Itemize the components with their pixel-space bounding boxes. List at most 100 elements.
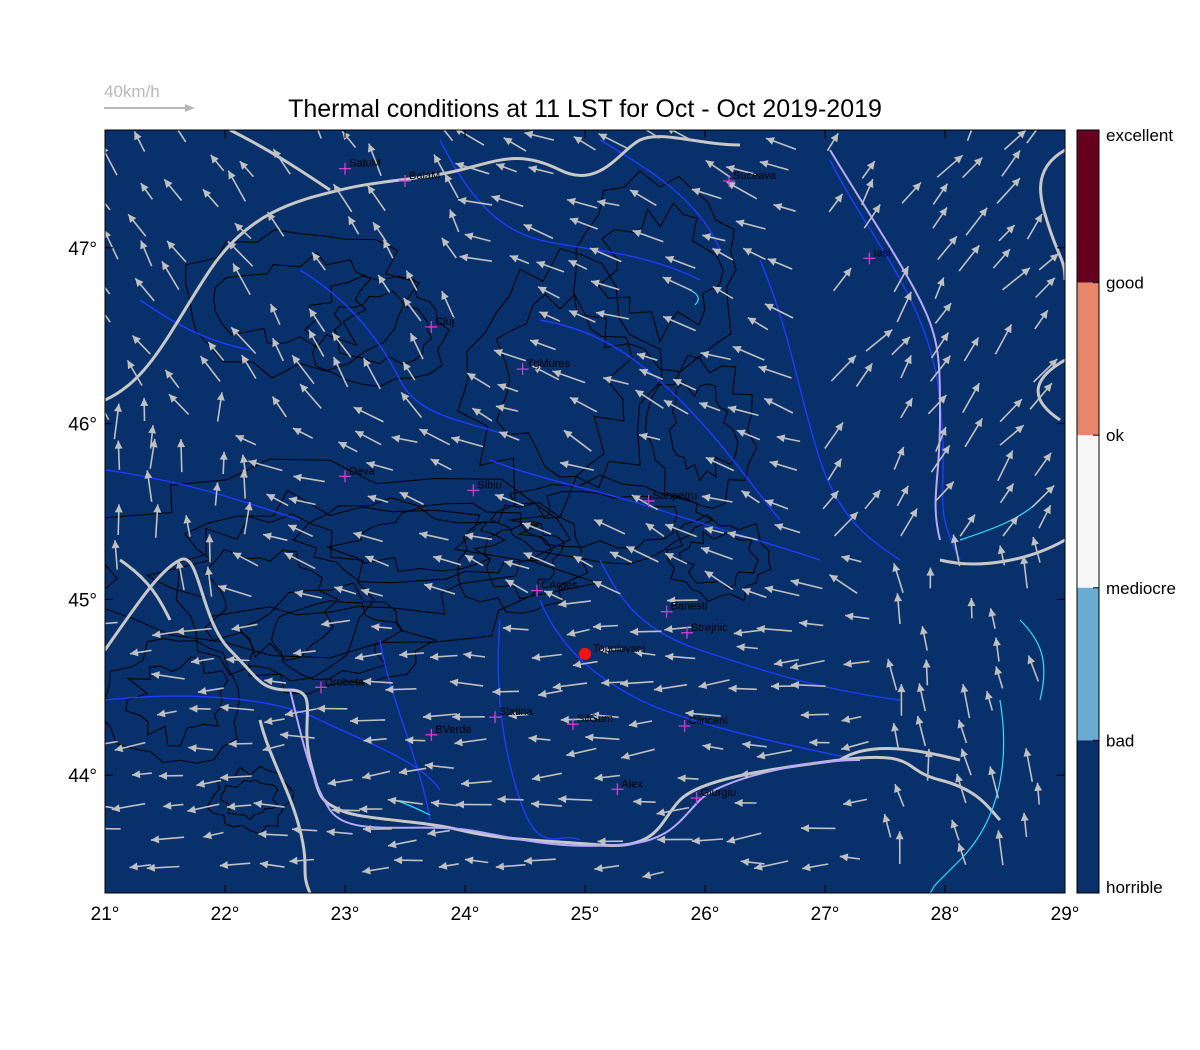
- wind-arrow: [156, 709, 177, 718]
- wind-arrow: [366, 461, 394, 471]
- wind-arrow: [1033, 358, 1058, 383]
- wind-arrow: [176, 130, 187, 143]
- wind-arrow: [362, 866, 390, 875]
- wind-arrow: [758, 365, 792, 379]
- wind-arrow: [863, 204, 881, 229]
- wind-arrow: [828, 193, 844, 213]
- wind-arrow: [284, 708, 317, 718]
- wind-arrow: [770, 682, 797, 691]
- y-tick-label: 46°: [68, 415, 97, 436]
- city-label: TgMures: [527, 358, 571, 370]
- y-tick-label: 47°: [68, 239, 97, 260]
- wind-arrow: [228, 739, 253, 748]
- city-label: Sibiu: [477, 479, 501, 491]
- city-label: SatuM: [349, 158, 381, 170]
- contour-line: [333, 290, 433, 365]
- city-label: SilGum: [577, 713, 613, 725]
- wind-arrow: [764, 585, 800, 597]
- wind-arrow: [997, 450, 1014, 482]
- wind-arrow: [756, 625, 793, 633]
- wind-arrow: [492, 687, 520, 696]
- wind-arrow: [536, 260, 565, 273]
- wind-arrow: [894, 783, 905, 807]
- wind-arrow: [609, 551, 633, 564]
- wind-arrow: [522, 522, 552, 535]
- wind-arrow: [592, 622, 619, 631]
- x-tick-label: 24°: [451, 904, 480, 925]
- contour-line: [271, 600, 403, 681]
- wind-arrow: [264, 677, 287, 686]
- wind-arrow: [327, 778, 353, 787]
- colorbar-band: [1077, 435, 1099, 588]
- wind-arrow: [926, 567, 935, 589]
- wind-arrow: [704, 570, 734, 591]
- wind-arrow: [402, 361, 416, 381]
- wind-arrow: [705, 456, 735, 472]
- wind-arrow: [391, 434, 418, 443]
- wind-arrow: [508, 711, 530, 720]
- wind-arrow: [712, 285, 734, 300]
- wind-arrow: [559, 460, 594, 471]
- wind-arrow: [105, 286, 111, 295]
- wind-arrow: [955, 773, 967, 804]
- wind-arrow: [227, 240, 254, 267]
- wind-arrow: [111, 540, 120, 570]
- wind-arrow: [537, 286, 560, 299]
- contour-line: [666, 514, 772, 602]
- wind-arrow: [828, 574, 858, 594]
- wind-arrow: [1029, 382, 1053, 410]
- wind-arrow: [491, 194, 524, 208]
- wind-arrow: [726, 832, 762, 844]
- wind-arrow: [405, 270, 418, 291]
- wind-arrow: [560, 715, 595, 724]
- wind-arrow: [740, 770, 765, 778]
- contour-line: [220, 779, 279, 821]
- wind-arrow: [662, 315, 697, 332]
- wind-arrow: [308, 308, 326, 333]
- wind-arrow: [843, 659, 870, 668]
- wind-arrow: [176, 560, 185, 591]
- city-label: Giurgiu: [701, 787, 736, 799]
- wind-arrow: [653, 683, 688, 693]
- wind-arrow: [865, 328, 893, 352]
- wind-arrow: [668, 130, 692, 141]
- wind-arrow: [1020, 812, 1029, 837]
- wind-arrow: [494, 493, 525, 507]
- wind-arrow: [756, 749, 792, 760]
- city-marker: TgMures: [516, 358, 571, 376]
- wind-arrow: [892, 563, 904, 593]
- wind-arrow: [438, 861, 459, 870]
- colorbar-label: ok: [1106, 426, 1124, 445]
- wind-arrow: [634, 649, 656, 658]
- wind-arrow: [226, 802, 252, 811]
- wind-arrow: [901, 181, 922, 204]
- wind-arrow: [597, 837, 624, 846]
- wind-arrow: [841, 715, 862, 724]
- contour-line: [206, 765, 295, 835]
- wind-arrow: [409, 332, 424, 360]
- wind-arrow: [844, 612, 870, 621]
- wind-arrow: [995, 830, 1004, 866]
- wind-arrow: [963, 336, 980, 362]
- wind-arrow: [558, 599, 591, 608]
- wind-arrow: [712, 247, 734, 261]
- wind-arrow: [454, 738, 487, 747]
- wind-arrow: [531, 365, 560, 381]
- x-tick-label: 28°: [931, 904, 960, 925]
- wind-arrow: [568, 259, 588, 270]
- wind-arrow: [523, 223, 554, 240]
- contour-line: [326, 507, 506, 573]
- wind-arrow: [864, 489, 882, 510]
- colorbar-label: excellent: [1106, 126, 1173, 145]
- wind-arrow: [861, 160, 876, 179]
- city-marker: Strejnic: [681, 622, 728, 639]
- wind-arrow: [197, 687, 224, 695]
- wind-arrow: [168, 393, 190, 416]
- site-label: Topolovani: [593, 643, 646, 655]
- wind-arrow: [317, 130, 322, 139]
- wind-arrow: [466, 372, 491, 388]
- wind-arrow: [736, 429, 761, 441]
- wind-arrow: [538, 689, 563, 698]
- wind-arrow: [636, 352, 658, 361]
- wind-arrow: [765, 137, 797, 151]
